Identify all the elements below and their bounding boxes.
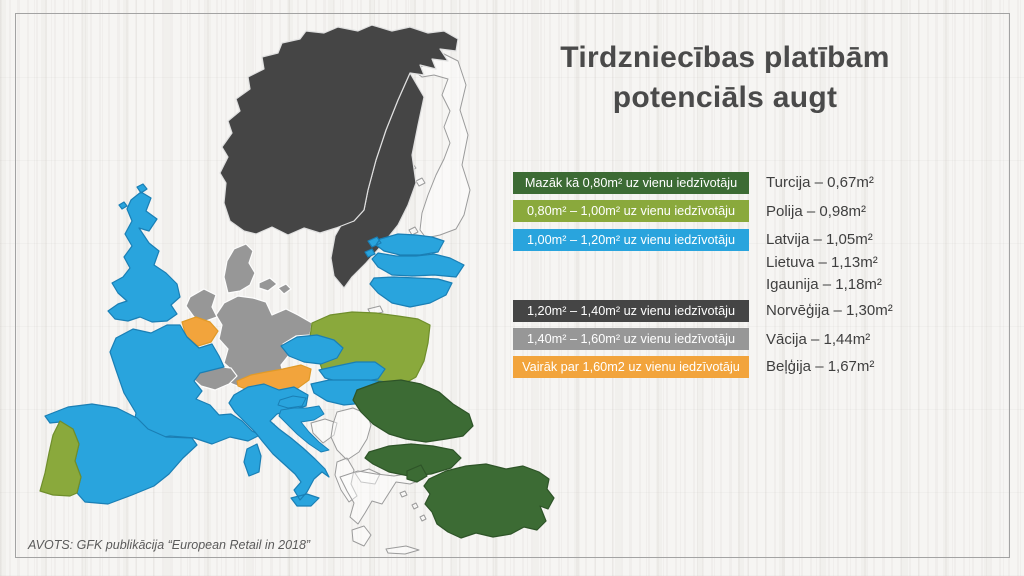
legend-item-120-140: 1,20m² – 1,40m² uz vienu iedzīvotāju — [513, 300, 749, 322]
value-norvegija: Norvēģija – 1,30m² — [766, 302, 893, 319]
legend-item-gt160: Vairāk par 1,60m2 uz vienu iedzīvotāju — [513, 356, 749, 378]
map-country-estonia — [364, 233, 445, 258]
value-polija: Polija – 0,98m² — [766, 203, 867, 220]
map-country-croatia — [278, 405, 330, 453]
map-country-czechia — [280, 334, 344, 365]
legend-item-080-100: 0,80m² – 1,00m² uz vienu iedzīvotāju — [513, 200, 749, 222]
europe-choropleth-map — [20, 24, 560, 565]
map-country-finland — [413, 52, 471, 239]
legend-item-100-120: 1,00m² – 1,20m² uz vienu iedzīvotāju — [513, 229, 749, 251]
map-country-bulgaria — [364, 443, 462, 477]
map-country-uk — [107, 183, 181, 323]
map-country-turkey — [406, 463, 555, 539]
map-country-norway — [219, 24, 459, 236]
value-lietuva: Lietuva – 1,13m² — [766, 254, 878, 271]
value-latvija: Latvija – 1,05m² — [766, 231, 873, 248]
map-country-slovenia — [277, 395, 307, 409]
source-note: AVOTS: GFK publikācija “European Retail … — [28, 538, 311, 552]
map-country-lithuania — [369, 276, 453, 308]
map-country-greece — [339, 470, 427, 555]
value-vacija: Vācija – 1,44m² — [766, 331, 871, 348]
value-igaunija: Igaunija – 1,18m² — [766, 276, 882, 293]
map-country-portugal — [39, 420, 82, 497]
europe-map-svg — [39, 24, 555, 555]
map-country-romania — [352, 379, 474, 443]
map-country-italy — [228, 383, 330, 507]
map-country-latvia — [371, 252, 465, 278]
legend-item-lt080: Mazāk kā 0,80m² uz vienu iedzīvotāju — [513, 172, 749, 194]
map-country-denmark — [223, 243, 292, 295]
legend-item-140-160: 1,40m² – 1,60m² uz vienu iedzīvotāju — [513, 328, 749, 350]
slide-title-line2: potenciāls augt — [612, 81, 838, 114]
slide-title-line1: Tirdzniecības platībām — [560, 41, 890, 74]
value-turcija: Turcija – 0,67m² — [766, 174, 874, 191]
map-country-albania — [334, 457, 358, 503]
map-country-netherlands — [185, 288, 218, 322]
slide-title: Tirdzniecības platībām potenciāls augt — [508, 38, 942, 118]
map-country-macedonia — [354, 468, 381, 485]
value-belgija: Beļģija – 1,67m² — [766, 358, 875, 375]
